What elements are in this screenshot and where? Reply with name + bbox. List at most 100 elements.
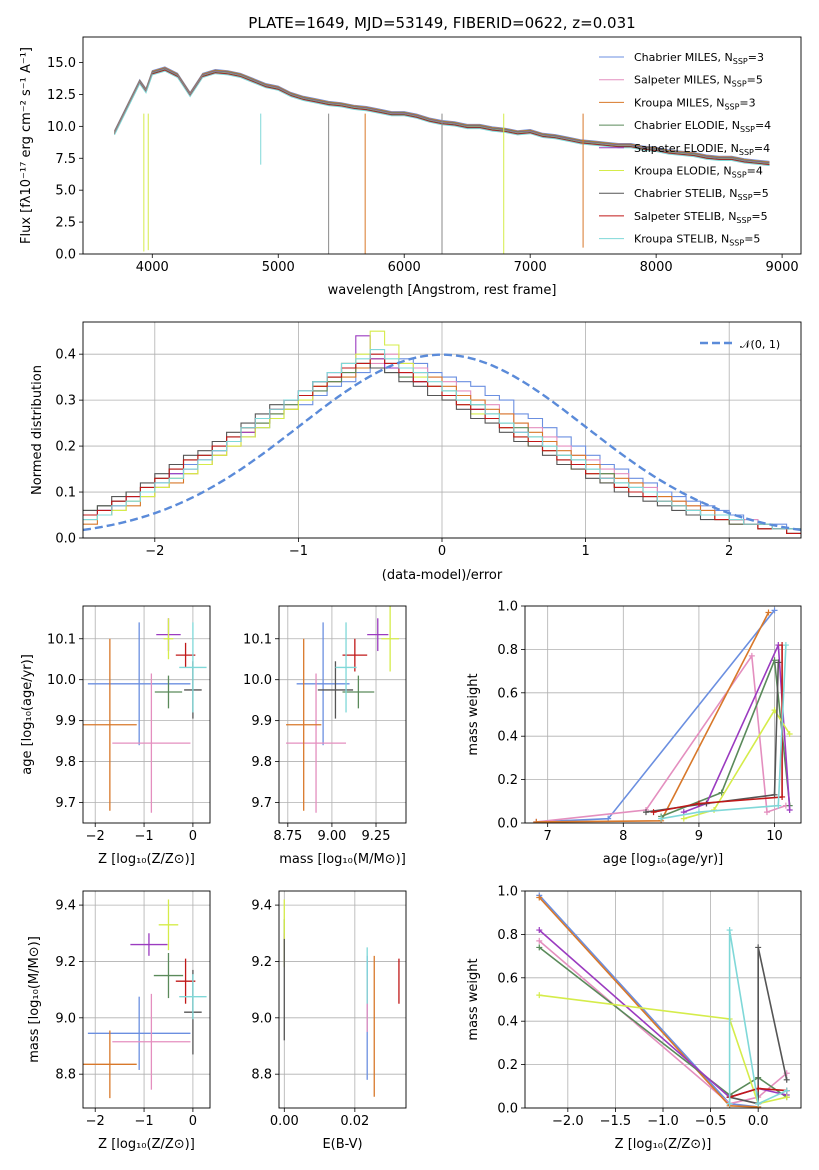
axes-frame: [82, 321, 802, 539]
legend-entry: Chabrier ELODIE, NSSP=4: [634, 119, 771, 134]
y-tick-label: 0.2: [497, 773, 518, 788]
x-tick-label: 7000: [514, 260, 547, 275]
mass-weight-line: [536, 609, 776, 823]
axes-Z-vs-age: −2 −1 0 9.7 9.8 9.9 10.0 10.1 Z [log₁₀(Z/Z⊙)] age…: [20, 605, 211, 867]
y-tick-label: 10.0: [243, 673, 272, 688]
mass-weight-marker: [783, 1076, 790, 1083]
x-tick-label: 2: [725, 544, 733, 559]
histogram-step-line: [83, 362, 801, 534]
mass-weight-marker: [726, 927, 733, 934]
mass-weight-marker: [748, 652, 755, 659]
legend: Chabrier MILES, NSSP=3 Salpeter MILES, NS…: [599, 51, 771, 248]
spectrum-data-line: [114, 68, 770, 164]
x-tick-label: −2: [86, 1114, 105, 1129]
axes-frame: [524, 890, 802, 1109]
y-tick-label: 9.9: [251, 714, 272, 729]
axes-frame: [82, 890, 211, 1109]
mass-weight-line: [538, 896, 759, 1108]
x-tick-label: 9: [695, 829, 703, 844]
x-axis-label: Z [log₁₀(Z/Z⊙)]: [98, 1137, 195, 1152]
y-tick-label: 0.0: [497, 1102, 518, 1117]
y-tick-label: 0.0: [55, 532, 76, 547]
x-tick-label: 0.02: [340, 1114, 369, 1129]
legend-entry: Chabrier MILES, NSSP=3: [634, 51, 764, 66]
spectrum-model-line: [114, 69, 770, 165]
mass-weight-marker: [650, 809, 657, 816]
x-axis-label: age [log₁₀(age/yr)]: [603, 852, 724, 867]
x-tick-label: −1: [289, 544, 308, 559]
plot-area: [83, 618, 207, 813]
spectrum-model-line: [114, 70, 770, 167]
legend-entry: 𝒩(0, 1): [740, 338, 780, 351]
x-tick-label: 0: [189, 1114, 197, 1129]
x-axis-label: mass [log₁₀(M/M⊙)]: [279, 852, 406, 867]
x-tick-label: 5000: [262, 260, 295, 275]
mass-weight-marker: [765, 609, 772, 616]
spectrum-model-line: [114, 69, 770, 166]
y-tick-label: 9.0: [251, 1011, 272, 1026]
y-tick-label: 10.1: [47, 632, 76, 647]
mass-weight-line: [683, 644, 791, 813]
x-axis-label: wavelength [Angstrom, rest frame]: [328, 283, 557, 298]
y-tick-label: 9.8: [55, 755, 76, 770]
y-axis-label: mass weight: [466, 673, 481, 755]
x-axis-label: (data-model)/error: [382, 568, 503, 583]
x-tick-label: −2: [145, 544, 164, 559]
x-tick-label: 8000: [640, 260, 673, 275]
x-tick-label: −1.0: [647, 1114, 679, 1129]
y-tick-label: 0.8: [497, 928, 518, 943]
y-tick-label: 0.0: [497, 817, 518, 832]
y-tick-label: 12.5: [47, 88, 76, 103]
axes-mass-vs-age: 8.75 9.00 9.25 9.7 9.8 9.9 10.0 10.1 mass [log₁₀…: [243, 605, 407, 867]
y-tick-label: 8.8: [55, 1068, 76, 1083]
mass-weight-line: [683, 708, 791, 820]
y-axis-label: mass [log₁₀(M/M⊙)]: [27, 936, 42, 1063]
x-tick-label: −1: [134, 1114, 153, 1129]
y-tick-label: 1.0: [497, 885, 518, 900]
mass-weight-marker: [786, 806, 793, 813]
y-tick-label: 0.3: [55, 394, 76, 409]
x-tick-label: 6000: [388, 260, 421, 275]
mass-weight-line: [536, 612, 770, 823]
axes-age-vs-massweight: 7 8 9 10 0.0 0.2 0.4 0.6 0.8 1.0 age [log₁₀(age/yr…: [466, 600, 802, 867]
axes-spectrum: 4000 5000 6000 7000 8000 9000 0.0 2.5 5.0 7.5 10.0…: [19, 36, 802, 298]
y-tick-label: 0.0: [55, 248, 76, 263]
y-axis-label: age [log₁₀(age/yr)]: [20, 654, 35, 775]
x-tick-label: −2.0: [552, 1114, 584, 1129]
y-tick-label: 10.0: [47, 673, 76, 688]
spectrum-model-line: [114, 66, 770, 162]
mass-weight-marker: [783, 1094, 790, 1101]
y-tick-label: 8.8: [251, 1068, 272, 1083]
axes-frame: [82, 36, 802, 255]
y-tick-label: 0.1: [55, 486, 76, 501]
mass-weight-marker: [771, 657, 778, 664]
x-tick-label: −0.5: [695, 1114, 727, 1129]
x-tick-label: −2: [86, 829, 105, 844]
y-tick-label: 0.4: [497, 1015, 518, 1030]
mass-weight-marker: [783, 1087, 790, 1094]
x-tick-label: −1: [134, 829, 153, 844]
figure-title: PLATE=1649, MJD=53149, FIBERID=0622, z=0…: [248, 14, 635, 32]
mass-weight-marker: [536, 944, 543, 951]
mass-weight-marker: [775, 802, 782, 809]
x-tick-label: 0.0: [748, 1114, 769, 1129]
mass-weight-marker: [536, 992, 543, 999]
y-tick-label: 1.0: [497, 600, 518, 615]
x-axis-label: Z [log₁₀(Z/Z⊙)]: [98, 852, 195, 867]
y-tick-label: 9.4: [251, 899, 272, 914]
mass-weight-line: [538, 946, 788, 1098]
x-tick-label: 4000: [136, 260, 169, 275]
y-tick-label: 5.0: [55, 184, 76, 199]
mass-weight-marker: [536, 937, 543, 944]
y-tick-label: 9.2: [251, 955, 272, 970]
mass-weight-marker: [536, 927, 543, 934]
x-tick-label: 9.00: [317, 829, 346, 844]
y-tick-label: 9.8: [251, 755, 272, 770]
x-tick-label: 10: [766, 829, 783, 844]
mass-weight-marker: [775, 659, 782, 666]
plot-area: [533, 607, 793, 823]
plot-area: [286, 606, 399, 813]
mass-weight-line: [539, 994, 787, 1105]
mass-weight-marker: [533, 818, 540, 823]
y-tick-label: 15.0: [47, 56, 76, 71]
